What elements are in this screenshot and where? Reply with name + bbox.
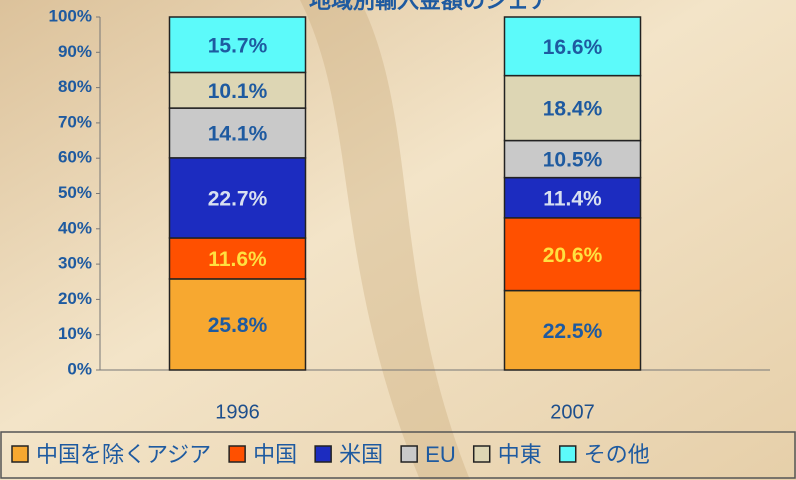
y-tick-label: 90%	[58, 42, 92, 61]
x-tick-label: 1996	[215, 401, 260, 423]
y-tick-label: 80%	[58, 77, 92, 96]
legend-label: 中国を除くアジア	[36, 442, 211, 467]
y-tick-label: 60%	[58, 148, 92, 167]
bar-segment	[503, 16, 642, 77]
bar-segment	[168, 237, 307, 280]
y-tick-label: 100%	[49, 6, 92, 25]
y-tick-label: 20%	[58, 289, 92, 308]
data-label: 22.5%	[543, 320, 603, 343]
bar-segment	[168, 107, 307, 159]
data-label: 18.4%	[543, 98, 603, 121]
x-tick-label: 2007	[550, 401, 595, 423]
y-tick-label: 50%	[58, 183, 92, 202]
data-label: 11.4%	[543, 187, 602, 210]
y-tick-label: 10%	[58, 324, 92, 343]
bar-segment	[503, 139, 642, 179]
legend-box	[0, 431, 796, 479]
legend-swatch	[314, 445, 332, 463]
legend-label: 中東	[498, 442, 542, 467]
legend-label: EU	[425, 442, 456, 467]
data-label: 10.5%	[543, 149, 603, 172]
bar-segment	[168, 278, 307, 371]
data-label: 16.6%	[543, 36, 603, 59]
bar-segment	[503, 74, 642, 142]
bar-segment	[503, 289, 642, 371]
data-label: 25.8%	[208, 314, 268, 337]
legend-swatch	[11, 445, 29, 463]
legend-swatch	[400, 445, 418, 463]
legend-swatch	[472, 445, 491, 463]
y-tick-label: 70%	[58, 112, 92, 131]
bar-segment	[503, 176, 642, 219]
legend-label: その他	[584, 442, 650, 467]
legend-swatch	[558, 445, 577, 463]
legend-label: 米国	[339, 442, 383, 467]
data-label: 14.1%	[208, 123, 268, 146]
data-label: 15.7%	[208, 34, 268, 57]
data-label: 22.7%	[208, 187, 268, 210]
bar-segment	[168, 157, 307, 239]
legend-label: 中国	[253, 442, 297, 467]
y-tick-label: 0%	[67, 359, 92, 378]
bar-segment	[503, 217, 642, 292]
data-label: 10.1%	[208, 80, 268, 103]
y-tick-label: 40%	[58, 218, 92, 237]
data-label: 20.6%	[543, 244, 603, 267]
legend-swatch	[228, 445, 246, 463]
bar-segment	[168, 71, 307, 109]
data-label: 11.6%	[208, 248, 267, 271]
bar-segment	[168, 16, 307, 74]
background-decoration	[300, 0, 470, 480]
y-tick-label: 30%	[58, 254, 92, 273]
chart-title: 地域別輸入金額のシェア	[309, 0, 551, 13]
